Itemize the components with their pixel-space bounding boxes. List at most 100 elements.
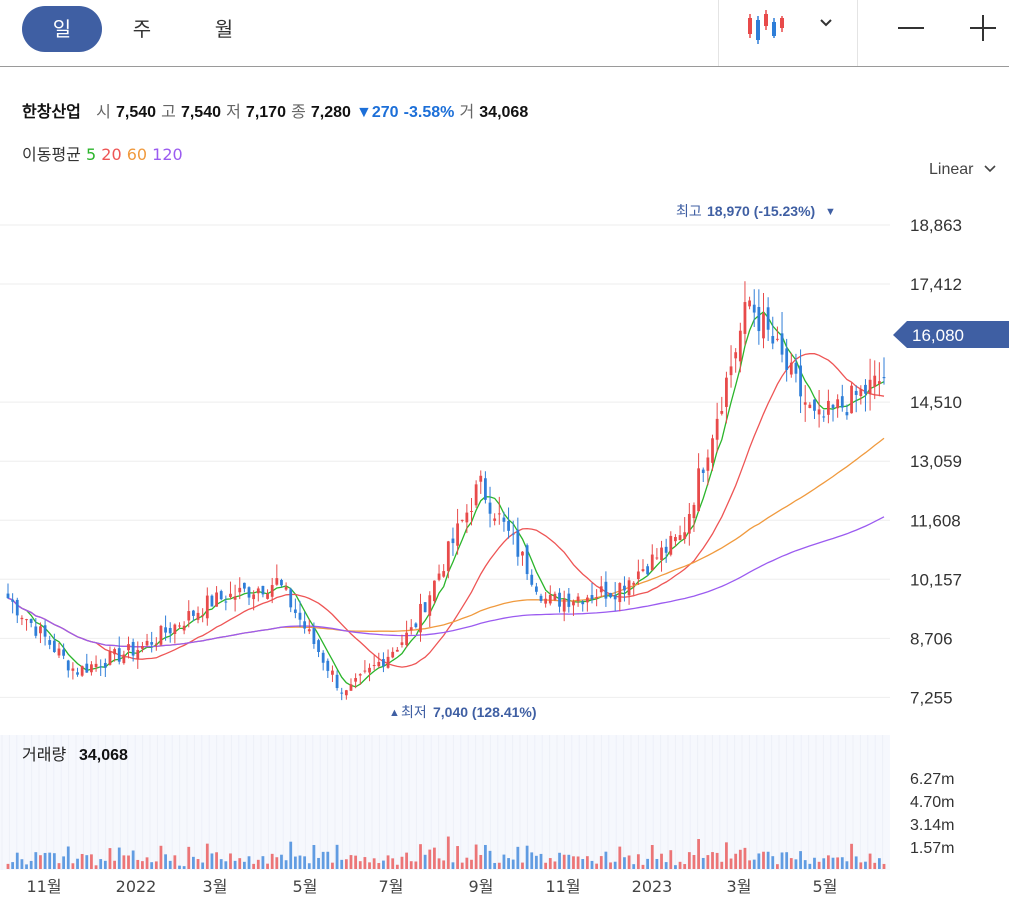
volume-bar [868,853,872,869]
x-tick-label: 11월 [545,877,580,896]
candle-body [877,381,881,384]
candle-body [641,569,645,572]
volume-bar [154,861,158,869]
candle-body [604,581,608,599]
volume-bar [697,839,700,869]
candle-body [414,623,418,628]
volume-bar [284,860,288,869]
candle-body [678,535,682,541]
volume-bar [599,856,603,869]
tab-month[interactable]: 월 [214,17,234,41]
candle-body [669,535,673,555]
volume-bar [544,862,548,869]
candle-body [521,551,524,556]
scale-mode-dropdown[interactable]: Linear [929,161,996,179]
candle-body [117,648,121,662]
candle-body [553,593,557,601]
candle-body [90,664,93,673]
candle-body [859,388,863,397]
volume-bar [57,863,61,869]
candle-body [252,594,256,600]
current-price-value: 16,080 [912,326,964,345]
open-label: 시 [96,102,111,121]
candle-body [238,587,242,593]
volume-bar [451,862,455,869]
candle-body [799,365,802,397]
volume-bar [414,861,418,869]
volume-bar [627,855,631,869]
volume-bar [252,863,256,869]
tab-day[interactable]: 일 [22,6,102,52]
candle-body [358,674,362,676]
volume-bar [511,859,515,869]
zoom-out-icon[interactable] [890,8,930,48]
volume-bar [196,859,200,869]
candle-body [623,585,626,591]
candle-body [502,517,506,522]
volume-bar [52,853,56,869]
candle-body [261,585,265,595]
volume-bar [298,855,302,869]
volume-bar [711,852,714,869]
volume-bar [289,841,293,869]
volume-bar [734,853,738,869]
chart-type-selector[interactable] [740,8,840,52]
candle-body [219,591,223,600]
volume-bar [743,847,747,869]
candle-body [785,348,789,370]
volume-bar [618,846,622,869]
volume-bar [238,858,242,869]
volume-bar [446,836,450,869]
candle-body [349,684,353,691]
volume-bar [80,853,84,869]
candle-body [103,662,107,668]
divider [857,0,858,66]
candle-body [15,599,19,616]
candle-body [548,594,552,604]
volume-bar [488,850,492,869]
candle-body [395,649,399,652]
volume-bar [623,857,626,869]
tab-week[interactable]: 주 [132,17,152,41]
volume-bar [752,859,756,869]
candle-body [794,362,798,374]
candle-body [729,366,733,376]
candle-body [298,612,302,620]
candle-body [307,629,311,632]
y-tick-label: 17,412 [910,275,962,294]
y-tick-label: 10,157 [910,570,962,589]
candle-body [224,601,228,603]
y-tick-label: 8,706 [910,629,953,648]
volume-bar [595,863,599,869]
volume-bar [382,860,385,869]
volume-bar [108,848,112,869]
high-value: 7,540 [180,104,221,121]
candle-body [780,333,784,355]
candle-body [683,532,687,539]
candle-body [377,661,381,667]
volume-panel-title: 거래량 [22,745,66,764]
quote-summary: 한창산업 시 7,540 고 7,540 저 7,170 종 7,280 ▼27… [22,98,528,122]
ma60-line [7,437,885,648]
volume-tick-label: 4.70m [910,794,954,811]
candle-body [159,625,163,645]
y-tick-label: 18,863 [910,216,962,235]
ma-title: 이동평균 [22,145,81,164]
candle-body [766,307,770,330]
volume-tick-label: 6.27m [910,771,954,788]
ma20-label: 20 [101,145,122,164]
candle-body [484,478,487,500]
volume-bar [48,852,52,869]
volume-bar [173,855,177,869]
candle-body [701,469,705,473]
y-tick-label: 14,510 [910,393,962,412]
candle-body [178,625,181,627]
candle-body [321,652,325,663]
zoom-in-icon[interactable] [962,8,1002,48]
x-tick-label: 11월 [26,877,61,896]
volume-bar [344,859,348,869]
low-value: 7,170 [245,104,286,121]
volume-bar [794,859,798,869]
x-tick-label: 5월 [293,877,318,896]
